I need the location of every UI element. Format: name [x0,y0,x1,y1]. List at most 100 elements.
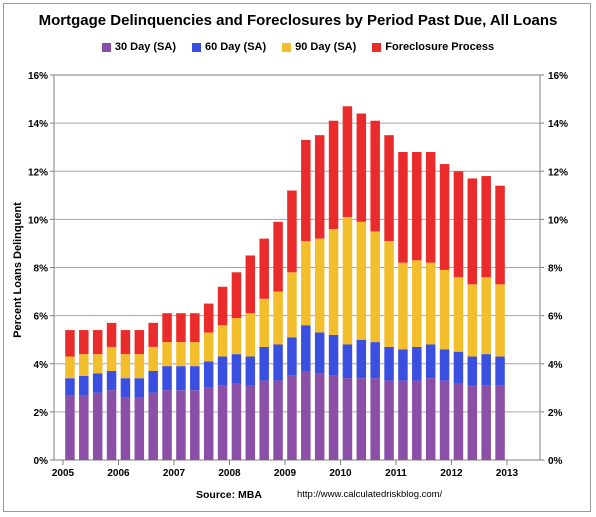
x-tick-label: 2009 [274,468,297,479]
bar-60day [176,366,186,391]
bar-60day [190,366,200,391]
bar-30day [328,375,339,460]
y-tick-label-right: 8% [548,264,563,275]
bar-30day [467,385,478,460]
y-tick-label-left: 12% [28,167,48,178]
y-tick-label-right: 16% [548,71,568,82]
bar-30day [273,380,283,460]
bar-30day [314,373,325,460]
y-tick-label-left: 16% [28,71,48,82]
bar-60day [287,337,297,376]
bar-foreclosure [481,176,491,278]
legend-label-foreclosure: Foreclosure Process [385,41,495,53]
bar-30day [190,390,200,460]
x-tick-label: 2005 [52,468,75,479]
bar-30day [203,387,214,460]
bar-60day [79,375,89,396]
bar-foreclosure [384,135,394,242]
bar-30day [148,392,158,460]
legend-swatch-90day [282,42,292,52]
bar-90day [162,342,172,367]
bar-foreclosure [467,178,478,285]
bar-foreclosure [398,152,408,263]
bar-foreclosure [92,330,103,355]
bar-90day [134,354,145,379]
bar-60day [342,344,353,379]
bar-90day [314,238,325,333]
bar-90day [92,354,103,374]
bar-60day [231,354,242,383]
bar-90day [106,346,117,371]
bar-foreclosure [273,221,283,292]
bar-60day [92,373,103,393]
y-tick-label-left: 4% [34,360,49,371]
y-tick-label-right: 6% [548,312,563,323]
legend-label-90day: 90 Day (SA) [295,41,357,53]
bar-foreclosure [106,322,117,347]
bar-60day [481,354,491,386]
bar-30day [439,380,450,460]
bar-foreclosure [287,190,297,273]
bar-60day [425,344,436,379]
bar-60day [328,334,339,376]
bar-30day [134,397,145,460]
bar-30day [481,385,491,460]
y-tick-label-right: 10% [548,215,568,226]
bar-30day [120,397,131,460]
bar-30day [398,380,408,460]
bar-30day [217,385,228,460]
bar-90day [176,342,186,367]
bar-90day [287,272,297,338]
bar-90day [79,354,89,376]
bar-90day [439,269,450,350]
bar-foreclosure [425,152,436,263]
bar-90day [398,262,408,350]
bar-90day [453,277,464,352]
legend-item-foreclosure: Foreclosure Process [372,41,494,53]
bar-90day [259,298,269,347]
bar-foreclosure [259,238,269,299]
source-url: http://www.calculatedriskblog.com/ [297,489,443,500]
bar-30day [425,378,436,460]
bar-foreclosure [439,164,450,270]
legend-swatch-60day [192,42,201,52]
legend-item-90day: 90 Day (SA) [282,41,356,53]
bar-foreclosure [148,322,158,347]
x-tick-label: 2007 [163,468,186,479]
bar-foreclosure [245,255,256,314]
bar-30day [412,380,422,460]
bar-60day [162,366,172,391]
bar-90day [190,342,200,367]
bar-90day [301,241,311,326]
bar-90day [481,277,491,355]
bar-60day [453,351,464,383]
legend-swatch-30day [101,42,111,52]
y-tick-label-left: 8% [34,264,49,275]
bar-foreclosure [314,135,325,239]
x-tick-label: 2006 [107,468,130,479]
bar-90day [384,241,394,347]
bar-60day [439,349,450,381]
bar-foreclosure [79,330,89,355]
bar-60day [384,346,394,381]
bar-foreclosure [453,171,464,278]
x-tick-label: 2012 [440,468,463,479]
bar-30day [231,383,242,460]
bar-30day [245,385,256,460]
y-tick-label-left: 0% [34,456,49,467]
bar-60day [370,342,380,379]
bar-90day [467,284,478,357]
chart-title: Mortgage Delinquencies and Foreclosures … [38,12,558,29]
bar-foreclosure [176,313,186,343]
bar-60day [301,325,311,371]
y-tick-label-right: 2% [548,408,563,419]
x-tick-label: 2008 [218,468,241,479]
bar-60day [495,356,505,386]
y-tick-label-right: 14% [548,119,568,130]
source-label: Source: MBA [196,489,262,501]
y-tick-label-left: 14% [28,119,48,130]
bar-60day [259,346,269,381]
bar-foreclosure [342,106,353,217]
bar-30day [453,383,464,460]
y-tick-label-right: 0% [548,456,563,467]
